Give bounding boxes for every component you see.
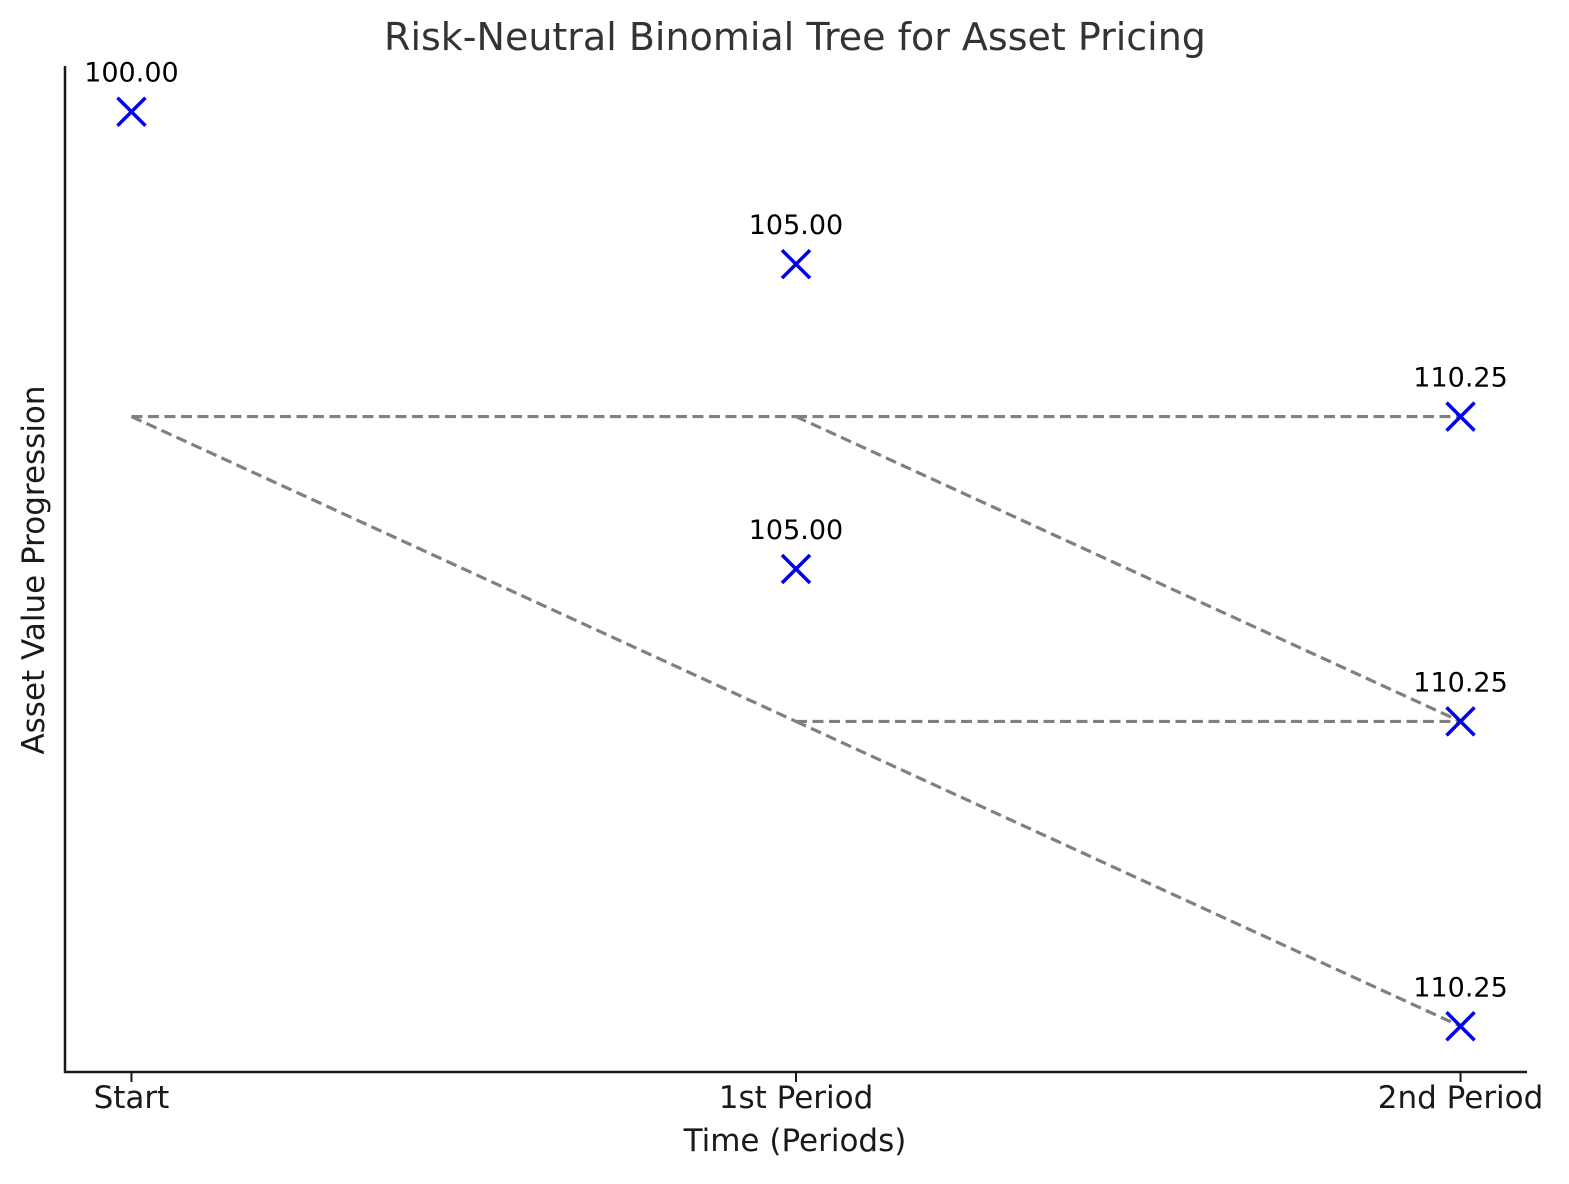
marker-stroke-b bbox=[780, 553, 812, 585]
tree-node-value-label-0: 100.00 bbox=[84, 58, 178, 89]
chart-title: Risk-Neutral Binomial Tree for Asset Pri… bbox=[384, 15, 1206, 59]
tree-edge-3 bbox=[795, 415, 1462, 723]
x-axis-label: Time (Periods) bbox=[683, 1123, 907, 1159]
tree-node-marker-0 bbox=[116, 96, 147, 127]
x-tick-label-2: 2nd Period bbox=[1378, 1080, 1544, 1116]
tree-node-marker-2 bbox=[780, 553, 812, 585]
tree-node-value-label-3: 110.25 bbox=[1413, 363, 1507, 394]
x-ticks-layer: Start 1st Period 2nd Period bbox=[94, 1072, 1544, 1116]
marker-stroke-b bbox=[1445, 1011, 1476, 1042]
points-layer: 100.00 105.00 105.00 110.25 110.25 110.25 bbox=[84, 58, 1508, 1042]
marker-stroke-b bbox=[1445, 401, 1476, 432]
y-axis-label: Asset Value Progression bbox=[16, 385, 52, 754]
tree-edge-1 bbox=[130, 415, 797, 723]
tree-node-marker-4 bbox=[1445, 706, 1476, 737]
tree-node-value-label-1: 105.00 bbox=[749, 210, 843, 241]
tree-edge-5 bbox=[795, 719, 1462, 1028]
tree-node-value-label-5: 110.25 bbox=[1413, 972, 1507, 1003]
tree-node-marker-5 bbox=[1445, 1011, 1476, 1042]
marker-stroke-b bbox=[780, 248, 812, 280]
marker-stroke-b bbox=[1445, 706, 1476, 737]
tree-node-marker-1 bbox=[780, 248, 812, 280]
tree-node-marker-3 bbox=[1445, 401, 1476, 432]
x-tick-label-1: 1st Period bbox=[719, 1080, 874, 1116]
edges-layer bbox=[130, 414, 1462, 1028]
tree-node-value-label-2: 105.00 bbox=[749, 515, 843, 546]
tree-node-value-label-4: 110.25 bbox=[1413, 667, 1507, 698]
marker-stroke-b bbox=[116, 96, 147, 127]
x-tick-label-0: Start bbox=[94, 1080, 170, 1116]
